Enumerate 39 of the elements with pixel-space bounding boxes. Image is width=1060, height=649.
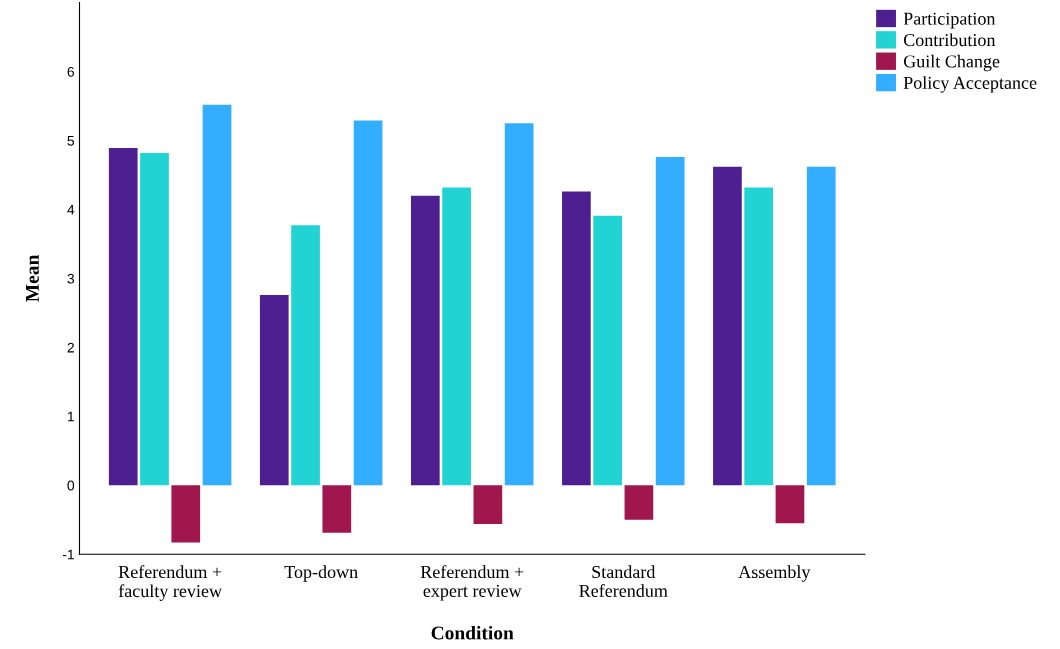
bar	[442, 187, 471, 486]
bar	[410, 195, 440, 486]
legend-label: Contribution	[903, 33, 996, 47]
bar	[202, 104, 232, 486]
legend-label: Guilt Change	[903, 54, 1000, 72]
bar	[744, 187, 774, 486]
bar	[713, 166, 742, 486]
y-tick-label: -1	[62, 549, 74, 560]
bar	[322, 485, 352, 533]
x-tick-label: Standard Referendum	[579, 565, 668, 597]
bar	[473, 485, 503, 524]
y-tick-label: 6	[67, 66, 75, 77]
bar	[624, 485, 654, 520]
x-axis-title: Condition	[431, 625, 514, 640]
bar	[140, 152, 169, 486]
y-tick-label: 4	[67, 204, 75, 215]
y-tick-label: 1	[67, 411, 74, 422]
bar	[806, 166, 836, 486]
y-tick-label: 2	[67, 342, 74, 353]
legend-label: Participation	[903, 12, 996, 29]
x-tick-label: Assembly	[738, 565, 811, 582]
legend-label: Policy Acceptance	[903, 76, 1037, 93]
bar	[291, 225, 320, 486]
bar	[655, 157, 685, 486]
x-tick-label: Referendum + faculty review	[118, 565, 222, 601]
y-tick-label: 3	[67, 273, 75, 284]
bar	[108, 148, 138, 486]
y-axis-title: Mean	[25, 254, 39, 302]
y-tick-label: 5	[67, 135, 75, 146]
y-tick-label: 0	[67, 480, 75, 491]
bar	[504, 123, 534, 486]
bar	[593, 215, 622, 486]
bar	[775, 485, 805, 524]
bar	[259, 294, 289, 486]
bar	[171, 485, 201, 543]
bar	[562, 191, 591, 486]
x-tick-label: Referendum + expert review	[420, 565, 524, 601]
x-tick-label: Top-down	[284, 565, 358, 582]
bar	[353, 120, 383, 486]
